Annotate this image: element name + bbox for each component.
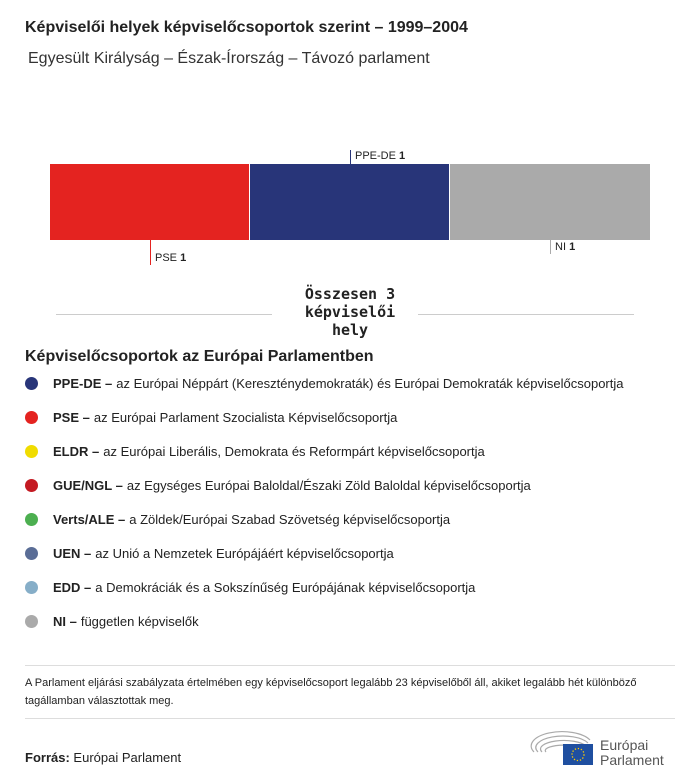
legend-dot-icon bbox=[25, 411, 38, 424]
divider bbox=[56, 314, 272, 315]
divider bbox=[418, 314, 634, 315]
legend-dot-icon bbox=[25, 445, 38, 458]
ni-leader-line bbox=[550, 240, 551, 254]
legend-code: NI – bbox=[53, 614, 77, 629]
legend-item: ELDR – az Európai Liberális, Demokrata és… bbox=[25, 444, 485, 459]
ppe-leader-line bbox=[350, 150, 351, 164]
legend-desc: a Demokráciák és a Sokszínűség Európáján… bbox=[95, 580, 476, 595]
legend-desc: az Európai Liberális, Demokrata és Refor… bbox=[103, 444, 485, 459]
pse-leader-line bbox=[150, 240, 151, 265]
european-parliament-logo: Európai Parlament bbox=[530, 731, 664, 768]
bar-ppe-de bbox=[250, 164, 449, 240]
legend-desc: az Unió a Nemzetek Európájáért képviselő… bbox=[95, 546, 394, 561]
pse-label: PSE 1 bbox=[155, 252, 187, 264]
legend-code: ELDR – bbox=[53, 444, 100, 459]
legend-item: Verts/ALE – a Zöldek/Európai Szabad Szöve… bbox=[25, 512, 450, 527]
legend-code: Verts/ALE – bbox=[53, 512, 126, 527]
legend-desc: az Európai Néppárt (Kereszténydemokraták… bbox=[116, 376, 624, 391]
legend-desc: független képviselők bbox=[80, 614, 199, 629]
legend-item: PSE – az Európai Parlament Szocialista Ké… bbox=[25, 410, 397, 425]
legend-desc: az Európai Parlament Szocialista Képvise… bbox=[93, 410, 398, 425]
legend-title: Képviselőcsoportok az Európai Parlamentb… bbox=[25, 348, 374, 365]
legend-item: NI – független képviselők bbox=[25, 614, 199, 629]
chart-subtitle: Egyesült Királyság – Észak-Írország – Tá… bbox=[28, 50, 430, 67]
bar-ni bbox=[450, 164, 650, 240]
svg-text:Európai: Európai bbox=[600, 737, 648, 753]
legend-code: PPE-DE – bbox=[53, 376, 113, 391]
legend-dot-icon bbox=[25, 479, 38, 492]
legend-dot-icon bbox=[25, 513, 38, 526]
svg-text:Parlament: Parlament bbox=[600, 752, 664, 768]
legend-code: EDD – bbox=[53, 580, 92, 595]
legend-code: GUE/NGL – bbox=[53, 478, 123, 493]
bar-pse bbox=[50, 164, 249, 240]
ppe-label: PPE-DE 1 bbox=[355, 150, 406, 162]
legend-dot-icon bbox=[25, 615, 38, 628]
legend-item: PPE-DE – az Európai Néppárt (Keresztényde… bbox=[25, 376, 624, 391]
legend-desc: az Egységes Európai Baloldal/Északi Zöld… bbox=[126, 478, 531, 493]
divider bbox=[25, 718, 675, 719]
ni-label: NI 1 bbox=[555, 241, 576, 253]
chart-title: Képviselői helyek képviselőcsoportok sze… bbox=[25, 19, 468, 36]
divider bbox=[25, 665, 675, 666]
source: Forrás: Európai Parlament bbox=[25, 750, 182, 765]
footnote: A Parlament eljárási szabályzata értelmé… bbox=[25, 677, 637, 707]
legend-item: EDD – a Demokráciák és a Sokszínűség Euró… bbox=[25, 580, 475, 595]
legend-item: GUE/NGL – az Egységes Európai Baloldal/És… bbox=[25, 478, 531, 493]
legend-dot-icon bbox=[25, 377, 38, 390]
legend-item: UEN – az Unió a Nemzetek Európájáért képv… bbox=[25, 546, 394, 561]
legend-code: PSE – bbox=[53, 410, 90, 425]
total-seats: Összesen 3 képviselői hely bbox=[304, 285, 396, 339]
legend-dot-icon bbox=[25, 581, 38, 594]
legend-desc: a Zöldek/Európai Szabad Szövetség képvis… bbox=[129, 512, 451, 527]
legend-code: UEN – bbox=[53, 546, 92, 561]
legend-dot-icon bbox=[25, 547, 38, 560]
